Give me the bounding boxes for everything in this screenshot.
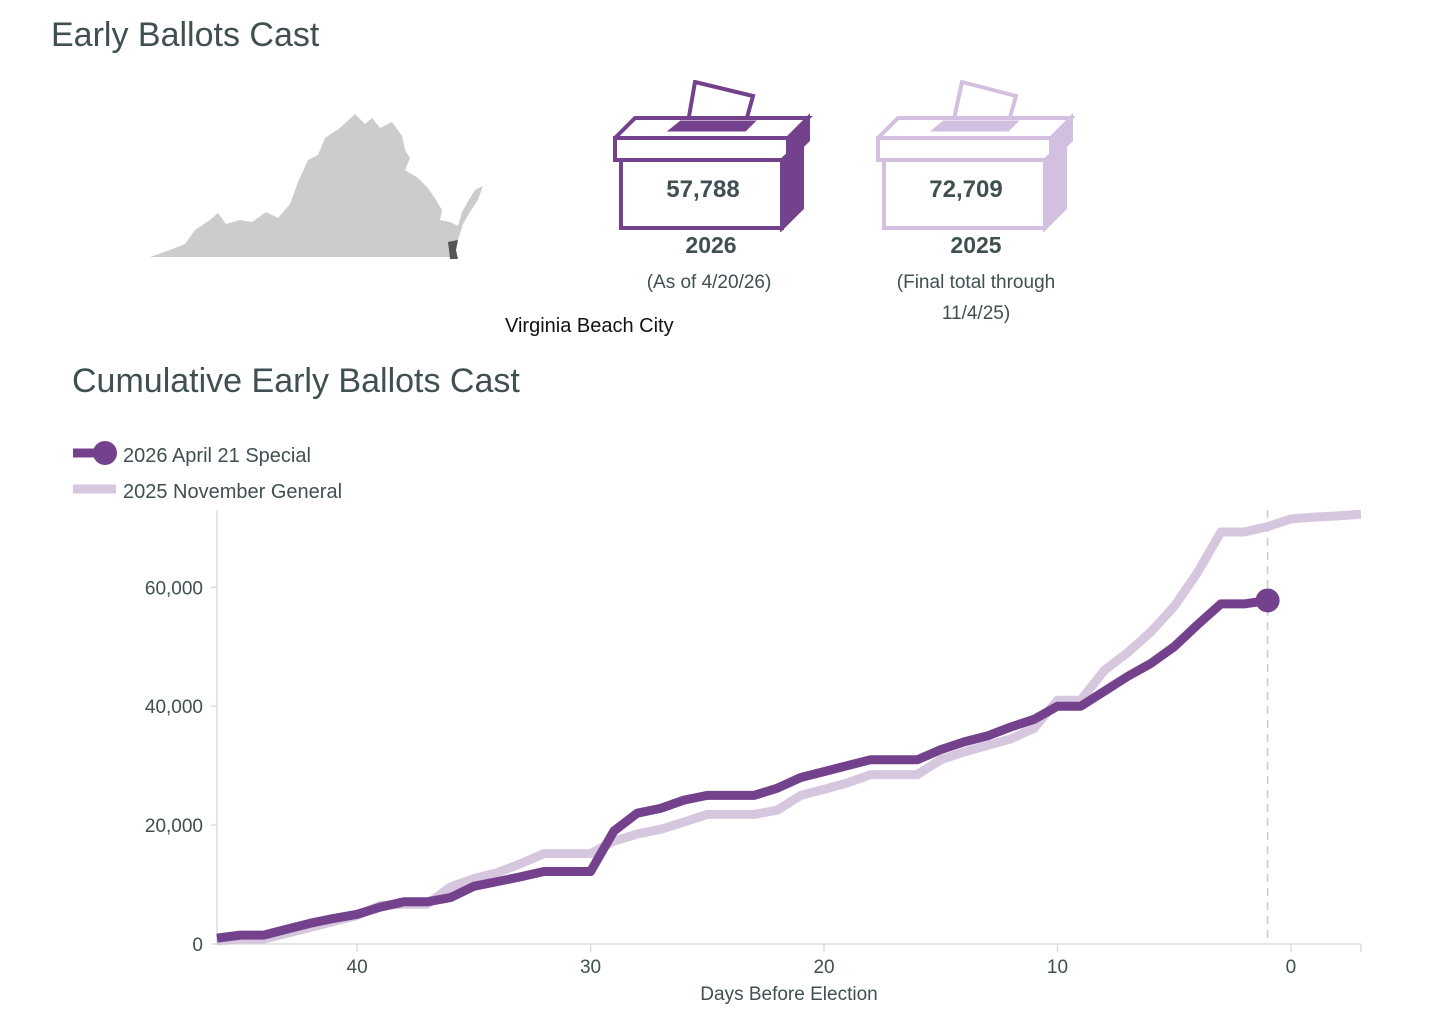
- map-label: Virginia Beach City: [505, 315, 674, 337]
- ballot-year-2025: 2025: [950, 232, 1002, 258]
- legend-item-2025: 2025 November General: [72, 474, 342, 510]
- legend-label-2026: 2026 April 21 Special: [123, 444, 311, 467]
- ballot-count-2026: 57,788: [666, 176, 740, 203]
- page-title: Early Ballots Cast: [51, 16, 320, 54]
- ballot-box-2025: 72,709 2025 (Final total through 11/4/25…: [876, 80, 1076, 330]
- ballot-box-2026: 57,788 2026 (As of 4/20/26): [613, 80, 813, 330]
- legend-item-2026: 2026 April 21 Special: [72, 438, 311, 474]
- series-line-2026-april-21-special: [216, 595, 1269, 943]
- y-tick-label: 40,000: [145, 697, 203, 718]
- y-tick-label: 20,000: [145, 816, 203, 837]
- ballot-year-2026: 2026: [685, 232, 737, 258]
- virginia-state-shape: [150, 114, 483, 257]
- legend-label-2025: 2025 November General: [123, 480, 343, 503]
- y-tick-label: 60,000: [145, 578, 203, 599]
- chart-title: Cumulative Early Ballots Cast: [72, 362, 520, 400]
- x-tick-label: 30: [580, 957, 601, 978]
- series-end-marker[interactable]: [1255, 588, 1280, 613]
- legend-swatch-2025: [73, 484, 116, 494]
- y-tick-label: 0: [192, 935, 203, 956]
- ballot-box-icon: [876, 80, 1076, 232]
- x-tick-label: 10: [1047, 957, 1068, 978]
- virginia-map: Virginia Beach City: [140, 100, 674, 337]
- ballot-count-2025: 72,709: [929, 176, 1003, 203]
- virginia-beach-city-shape: [448, 240, 458, 259]
- x-tick-label: 20: [813, 957, 834, 978]
- ballot-box-icon: [613, 80, 813, 232]
- virginia-map-shape: [150, 114, 483, 259]
- ballot-note-2025: (Final total through 11/4/25): [896, 272, 1056, 324]
- chart-legend: 2026 April 21 Special 2025 November Gene…: [72, 438, 342, 510]
- x-axis-label: Days Before Election: [700, 984, 877, 1005]
- ballot-note-2026: (As of 4/20/26): [646, 272, 772, 293]
- x-tick-label: 40: [347, 957, 368, 978]
- x-tick-label: 0: [1286, 957, 1297, 978]
- series-line-2025-november-general: [216, 509, 1362, 946]
- legend-swatch-2026: [73, 441, 117, 465]
